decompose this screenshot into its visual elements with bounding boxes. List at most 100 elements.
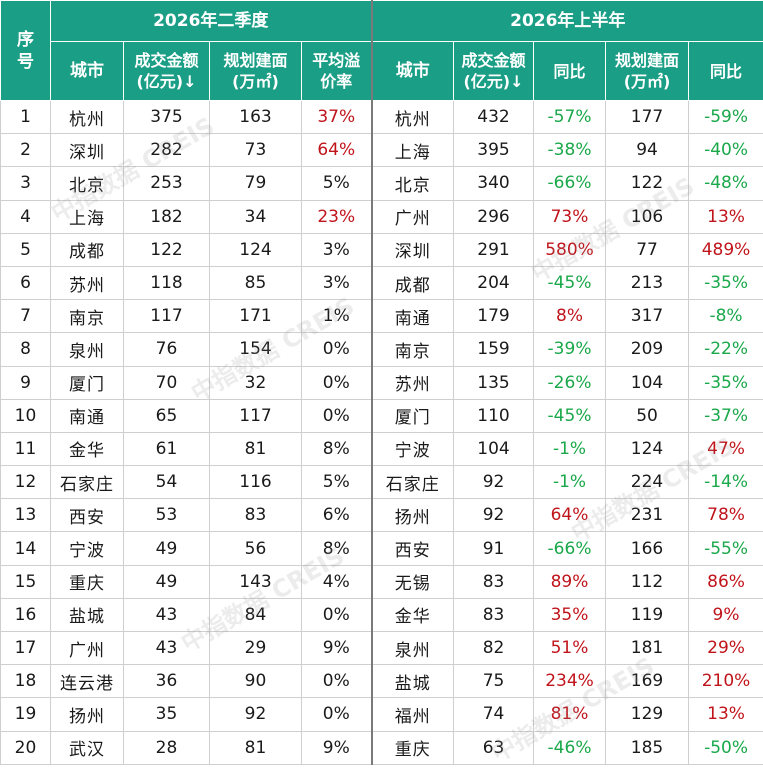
cell-seq: 8: [1, 333, 51, 366]
cell-premium-q2: 0%: [302, 366, 372, 399]
cell-amount-h1: 82: [454, 632, 534, 665]
cell-area-q2: 73: [210, 134, 302, 167]
cell-amount-q2: 282: [124, 134, 210, 167]
cell-city-q2: 广州: [51, 632, 124, 665]
cell-seq: 17: [1, 632, 51, 665]
cell-area-q2: 163: [210, 101, 302, 134]
cell-yoy-amount-h1: 81%: [534, 698, 606, 731]
cell-area-h1: 181: [606, 632, 689, 665]
cell-area-q2: 92: [210, 698, 302, 731]
cell-area-h1: 94: [606, 134, 689, 167]
cell-yoy-area-h1: -48%: [689, 167, 763, 200]
cell-yoy-area-h1: 47%: [689, 432, 763, 465]
cell-area-q2: 81: [210, 731, 302, 764]
cell-city-q2: 成都: [51, 233, 124, 266]
cell-area-q2: 29: [210, 632, 302, 665]
cell-amount-q2: 61: [124, 432, 210, 465]
cell-amount-h1: 110: [454, 399, 534, 432]
cell-premium-q2: 8%: [302, 532, 372, 565]
cell-amount-q2: 70: [124, 366, 210, 399]
cell-premium-q2: 9%: [302, 731, 372, 764]
cell-city-h1: 北京: [372, 167, 454, 200]
cell-city-q2: 北京: [51, 167, 124, 200]
cell-seq: 12: [1, 466, 51, 499]
cell-city-h1: 盐城: [372, 665, 454, 698]
cell-area-h1: 112: [606, 565, 689, 598]
cell-amount-q2: 35: [124, 698, 210, 731]
cell-amount-h1: 83: [454, 565, 534, 598]
cell-yoy-amount-h1: 64%: [534, 499, 606, 532]
cell-city-h1: 石家庄: [372, 466, 454, 499]
cell-seq: 7: [1, 300, 51, 333]
cell-seq: 4: [1, 200, 51, 233]
cell-area-h1: 177: [606, 101, 689, 134]
cell-yoy-amount-h1: -38%: [534, 134, 606, 167]
cell-yoy-area-h1: 13%: [689, 200, 763, 233]
cell-yoy-area-h1: -22%: [689, 333, 763, 366]
cell-yoy-area-h1: -50%: [689, 731, 763, 764]
cell-area-q2: 90: [210, 665, 302, 698]
header-yoy-area-h1: 同比: [689, 42, 763, 101]
cell-premium-q2: 4%: [302, 565, 372, 598]
cell-amount-q2: 375: [124, 101, 210, 134]
cell-area-h1: 129: [606, 698, 689, 731]
cell-seq: 15: [1, 565, 51, 598]
cell-amount-h1: 74: [454, 698, 534, 731]
cell-yoy-area-h1: -37%: [689, 399, 763, 432]
cell-amount-h1: 83: [454, 598, 534, 631]
cell-area-h1: 122: [606, 167, 689, 200]
cell-amount-q2: 53: [124, 499, 210, 532]
cell-area-h1: 119: [606, 598, 689, 631]
cell-city-h1: 无锡: [372, 565, 454, 598]
cell-yoy-amount-h1: -45%: [534, 266, 606, 299]
cell-amount-q2: 118: [124, 266, 210, 299]
header-premium-q2: 平均溢价率: [302, 42, 372, 101]
cell-amount-h1: 159: [454, 333, 534, 366]
cell-area-q2: 85: [210, 266, 302, 299]
header-seq-label: 序号: [17, 30, 34, 72]
cell-seq: 5: [1, 233, 51, 266]
cell-city-q2: 苏州: [51, 266, 124, 299]
cell-amount-q2: 76: [124, 333, 210, 366]
cell-yoy-area-h1: 489%: [689, 233, 763, 266]
cell-area-h1: 224: [606, 466, 689, 499]
cell-premium-q2: 5%: [302, 167, 372, 200]
cell-city-q2: 武汉: [51, 731, 124, 764]
cell-amount-q2: 49: [124, 565, 210, 598]
cell-city-h1: 杭州: [372, 101, 454, 134]
cell-seq: 1: [1, 101, 51, 134]
cell-seq: 14: [1, 532, 51, 565]
cell-yoy-area-h1: 78%: [689, 499, 763, 532]
cell-seq: 16: [1, 598, 51, 631]
cell-yoy-amount-h1: 580%: [534, 233, 606, 266]
cell-yoy-area-h1: -59%: [689, 101, 763, 134]
cell-city-h1: 成都: [372, 266, 454, 299]
cell-yoy-amount-h1: 8%: [534, 300, 606, 333]
header-area-h1: 规划建面(万㎡): [606, 42, 689, 101]
cell-area-q2: 84: [210, 598, 302, 631]
cell-area-h1: 77: [606, 233, 689, 266]
cell-yoy-amount-h1: -57%: [534, 101, 606, 134]
cell-city-q2: 南京: [51, 300, 124, 333]
cell-area-h1: 213: [606, 266, 689, 299]
cell-premium-q2: 0%: [302, 698, 372, 731]
cell-amount-q2: 122: [124, 233, 210, 266]
cell-yoy-area-h1: -14%: [689, 466, 763, 499]
cell-area-q2: 154: [210, 333, 302, 366]
cell-city-h1: 福州: [372, 698, 454, 731]
cell-city-h1: 西安: [372, 532, 454, 565]
header-area-q2: 规划建面(万㎡): [210, 42, 302, 101]
cell-premium-q2: 0%: [302, 333, 372, 366]
cell-area-q2: 81: [210, 432, 302, 465]
